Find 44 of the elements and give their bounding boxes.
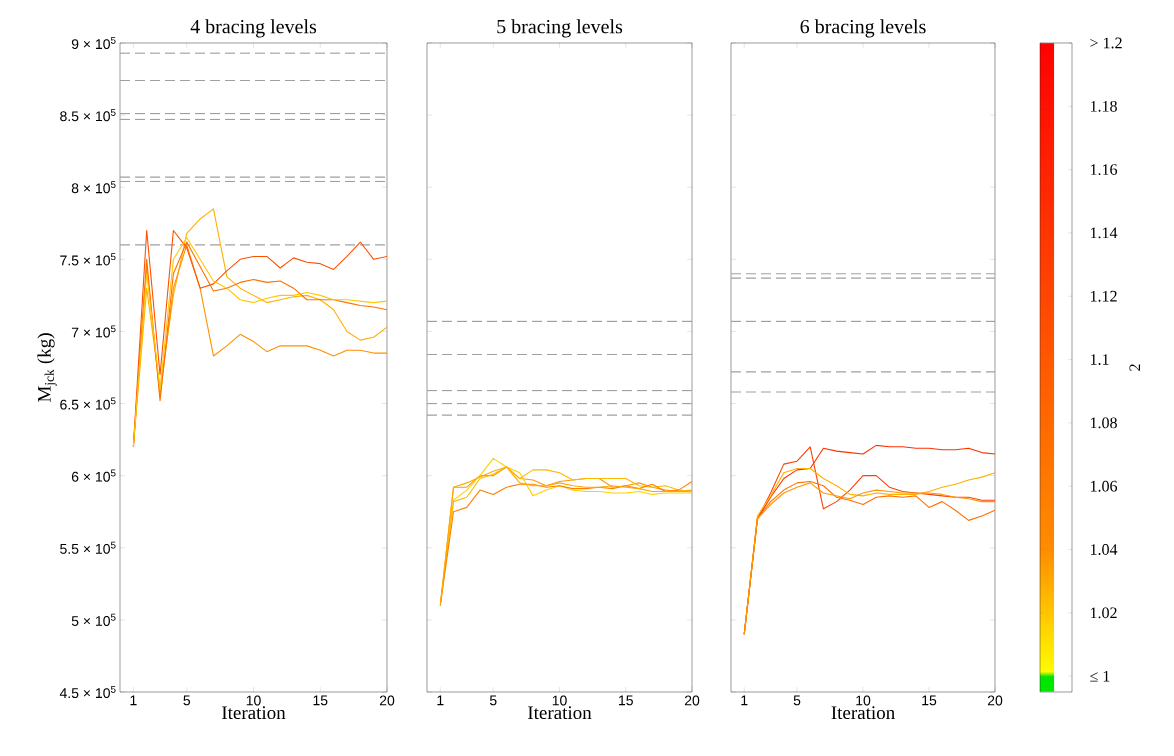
chart-title: 6 bracing levels xyxy=(800,19,926,38)
x-tick-label: 1 xyxy=(130,695,137,706)
color-bar-label: ≤ 1 xyxy=(1090,670,1110,682)
x-tick-label: 10 xyxy=(552,695,567,706)
color-bar-title: 2 xyxy=(1129,364,1141,371)
y-tick-label: 9 × 10$^{5}$ xyxy=(71,36,116,50)
x-tick-label: 1 xyxy=(437,695,444,706)
y-tick-label: 7 × 10$^{5}$ xyxy=(71,325,116,338)
color-bar-label: 1.14 xyxy=(1090,227,1118,239)
x-tick-label: 20 xyxy=(987,695,1003,706)
color-bar-label: 1.06 xyxy=(1090,480,1118,492)
y-tick-label: 8.5 × 10$^{5}$ xyxy=(60,109,116,122)
y-tick-label: 5 × 10$^{5}$ xyxy=(71,613,116,626)
x-axis-title: Iteration xyxy=(528,706,592,720)
x-tick-label: 10 xyxy=(856,695,871,706)
x-tick-label: 15 xyxy=(922,695,937,706)
color-bar-label: 1.16 xyxy=(1090,164,1118,176)
x-tick-label: 15 xyxy=(619,695,633,706)
x-tick-label: 10 xyxy=(246,695,261,706)
color-bar-label: 1.18 xyxy=(1090,100,1117,112)
chart-title: 4 bracing levels xyxy=(190,19,317,38)
color-bar-label: 1.12 xyxy=(1090,290,1117,302)
x-axis-title: Iteration xyxy=(831,706,895,720)
color-bar-label: 1.08 xyxy=(1090,417,1117,429)
x-tick-label: 5 xyxy=(489,695,497,706)
y-tick-label: 6.5 × 10$^{5}$ xyxy=(60,397,116,410)
color-bar-label: 1.1 xyxy=(1090,354,1109,365)
y-tick-label: 4.5 × 10$^{5}$ xyxy=(59,685,116,699)
y-tick-label: 8 × 10$^{5}$ xyxy=(71,181,116,194)
x-tick-label: 20 xyxy=(684,695,700,706)
x-tick-label: 1 xyxy=(741,695,748,706)
y-tick-label: 7.5 × 10$^{5}$ xyxy=(60,253,116,266)
x-tick-label: 20 xyxy=(379,695,395,706)
x-tick-label: 5 xyxy=(183,695,191,706)
y-tick-label: 5.5 × 10$^{5}$ xyxy=(60,541,116,554)
chart-title: 5 bracing levels xyxy=(497,19,623,38)
color-bar-label: 1.04 xyxy=(1090,544,1118,555)
x-tick-label: 5 xyxy=(793,695,801,706)
y-axis-title: M$_{jck}$ (kg) xyxy=(37,333,57,402)
color-bar-label: > 1.2 xyxy=(1090,37,1122,49)
y-tick-label: 6 × 10$^{5}$ xyxy=(71,469,116,482)
x-tick-label: 15 xyxy=(313,695,328,706)
x-axis-title: Iteration xyxy=(222,706,286,720)
color-bar-label: 1.02 xyxy=(1090,607,1117,619)
